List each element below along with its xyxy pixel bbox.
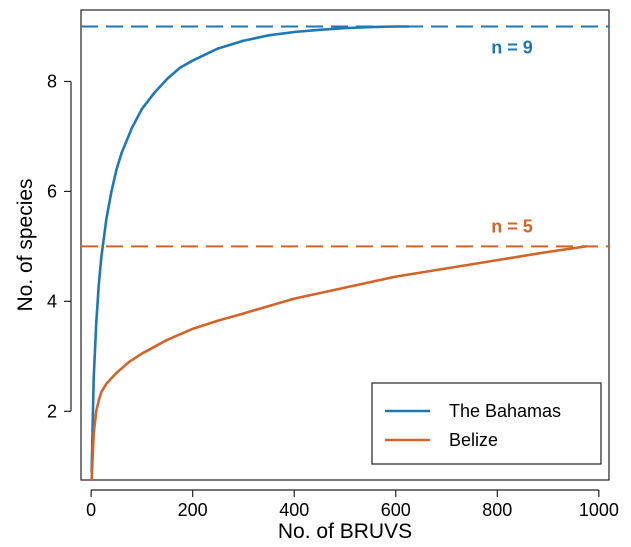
y-axis: 2 4 6 8 — [47, 71, 72, 421]
x-tick-label: 1000 — [579, 500, 619, 520]
y-tick-label: 8 — [47, 71, 57, 91]
legend-label: Belize — [449, 430, 498, 450]
legend-label: The Bahamas — [449, 401, 561, 421]
asymptote-label: n = 9 — [491, 37, 533, 57]
y-tick-label: 2 — [47, 401, 57, 421]
plot-area-frame — [80, 9, 610, 481]
x-tick-label: 200 — [178, 500, 208, 520]
legend: The Bahamas Belize — [371, 382, 602, 465]
series-line — [90, 245, 588, 482]
y-tick-label: 4 — [47, 291, 57, 311]
x-axis-title: No. of BRUVS — [278, 520, 412, 543]
x-axis: 0 200 400 600 800 1000 — [86, 489, 619, 520]
x-tick-label: 600 — [381, 500, 411, 520]
x-tick-label: 0 — [86, 500, 96, 520]
legend-box — [371, 382, 602, 465]
y-tick-label: 6 — [47, 181, 57, 201]
asymptote-label: n = 5 — [491, 216, 533, 236]
series-line — [90, 25, 410, 474]
x-tick-label: 400 — [279, 500, 309, 520]
x-tick-label: 800 — [482, 500, 512, 520]
y-axis-title: No. of species — [14, 178, 37, 311]
